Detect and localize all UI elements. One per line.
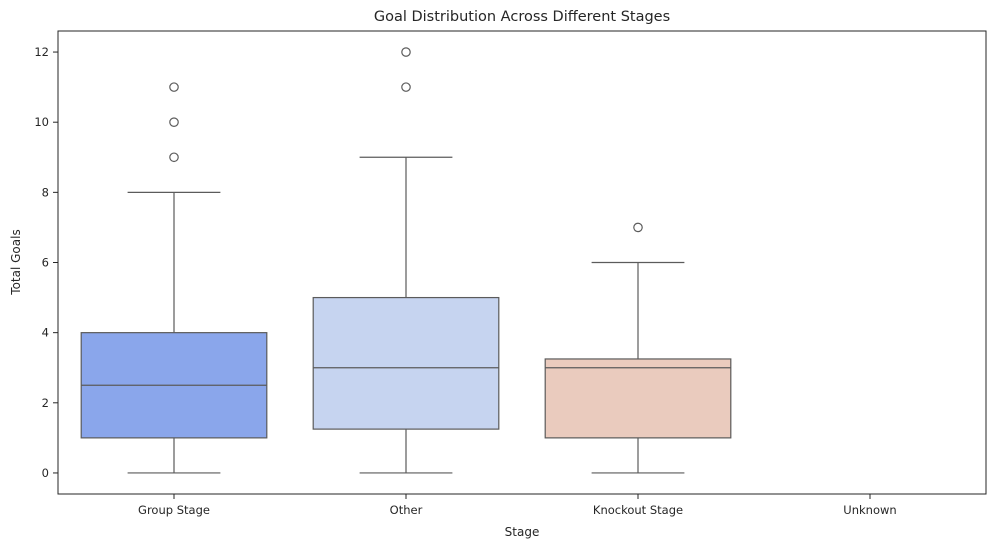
y-tick-label: 0	[42, 466, 49, 480]
x-axis-label: Stage	[505, 525, 540, 539]
y-tick-label: 4	[42, 326, 49, 340]
y-tick-label: 8	[42, 185, 49, 199]
y-axis-label: Total Goals	[9, 229, 23, 295]
outlier-point	[401, 47, 411, 57]
y-tick-label: 2	[42, 396, 49, 410]
x-tick-label: Unknown	[843, 503, 896, 517]
box-group	[80, 82, 268, 474]
outlier-point	[169, 152, 179, 163]
outlier-point	[401, 82, 411, 92]
iqr-box	[312, 296, 500, 430]
y-tick-label: 10	[34, 115, 49, 129]
box-group	[312, 47, 500, 474]
outlier-point	[169, 82, 179, 92]
chart-title: Goal Distribution Across Different Stage…	[374, 9, 670, 25]
box-group	[544, 222, 732, 474]
y-tick-label: 12	[34, 45, 49, 59]
x-tick-label: Knockout Stage	[593, 503, 683, 517]
outlier-point	[633, 222, 643, 233]
plot-area	[80, 47, 732, 474]
outlier-point	[169, 117, 179, 127]
x-tick-label: Group Stage	[138, 503, 210, 517]
y-tick-label: 6	[42, 256, 49, 270]
iqr-box	[544, 358, 732, 439]
x-tick-label: Other	[390, 503, 423, 517]
